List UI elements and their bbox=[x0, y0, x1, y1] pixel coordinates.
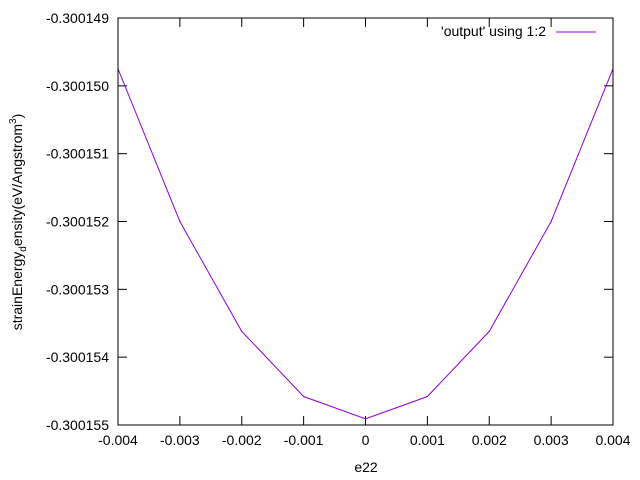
y-tick-label: -0.300150 bbox=[46, 78, 109, 94]
x-tick-label: -0.001 bbox=[284, 432, 324, 448]
data-point bbox=[488, 330, 490, 332]
x-axis-label: e22 bbox=[354, 459, 378, 475]
data-point bbox=[303, 395, 305, 398]
x-tick-label: 0.001 bbox=[410, 432, 445, 448]
data-point bbox=[550, 220, 552, 223]
data-point bbox=[364, 418, 367, 420]
y-tick-label: -0.300149 bbox=[46, 10, 109, 26]
series-line bbox=[117, 68, 614, 420]
y-tick-label: -0.300154 bbox=[46, 349, 109, 365]
data-point bbox=[179, 220, 181, 223]
data-point bbox=[426, 395, 428, 398]
x-tick-label: 0.002 bbox=[472, 432, 507, 448]
x-tick-label: -0.004 bbox=[98, 432, 138, 448]
x-tick-label: -0.002 bbox=[222, 432, 262, 448]
y-tick-label: -0.300152 bbox=[46, 214, 109, 230]
y-tick-label: -0.300151 bbox=[46, 146, 109, 162]
legend: 'output' using 1:2 bbox=[441, 23, 596, 39]
x-tick-label: 0.004 bbox=[595, 432, 630, 448]
plot-frame bbox=[117, 17, 614, 426]
y-axis-label: strainEnergydensity(eV/Angstrom3) bbox=[8, 114, 29, 331]
y-tick-label: -0.300155 bbox=[46, 417, 109, 433]
legend-label: 'output' using 1:2 bbox=[441, 23, 546, 39]
y-tick-labels: -0.300149 -0.300150 -0.300151 -0.300152 -0.3… bbox=[46, 10, 109, 433]
x-tick-label: 0 bbox=[362, 432, 370, 448]
x-tick-label: -0.003 bbox=[160, 432, 200, 448]
series-layer bbox=[117, 68, 614, 420]
x-tick-labels: -0.004 -0.003 -0.002 -0.001 0 0.001 0.002 0.003… bbox=[98, 432, 631, 448]
x-tick-label: 0.003 bbox=[534, 432, 569, 448]
y-tick-label: -0.300153 bbox=[46, 281, 109, 297]
data-point bbox=[241, 330, 243, 332]
tick-marks bbox=[117, 17, 614, 426]
